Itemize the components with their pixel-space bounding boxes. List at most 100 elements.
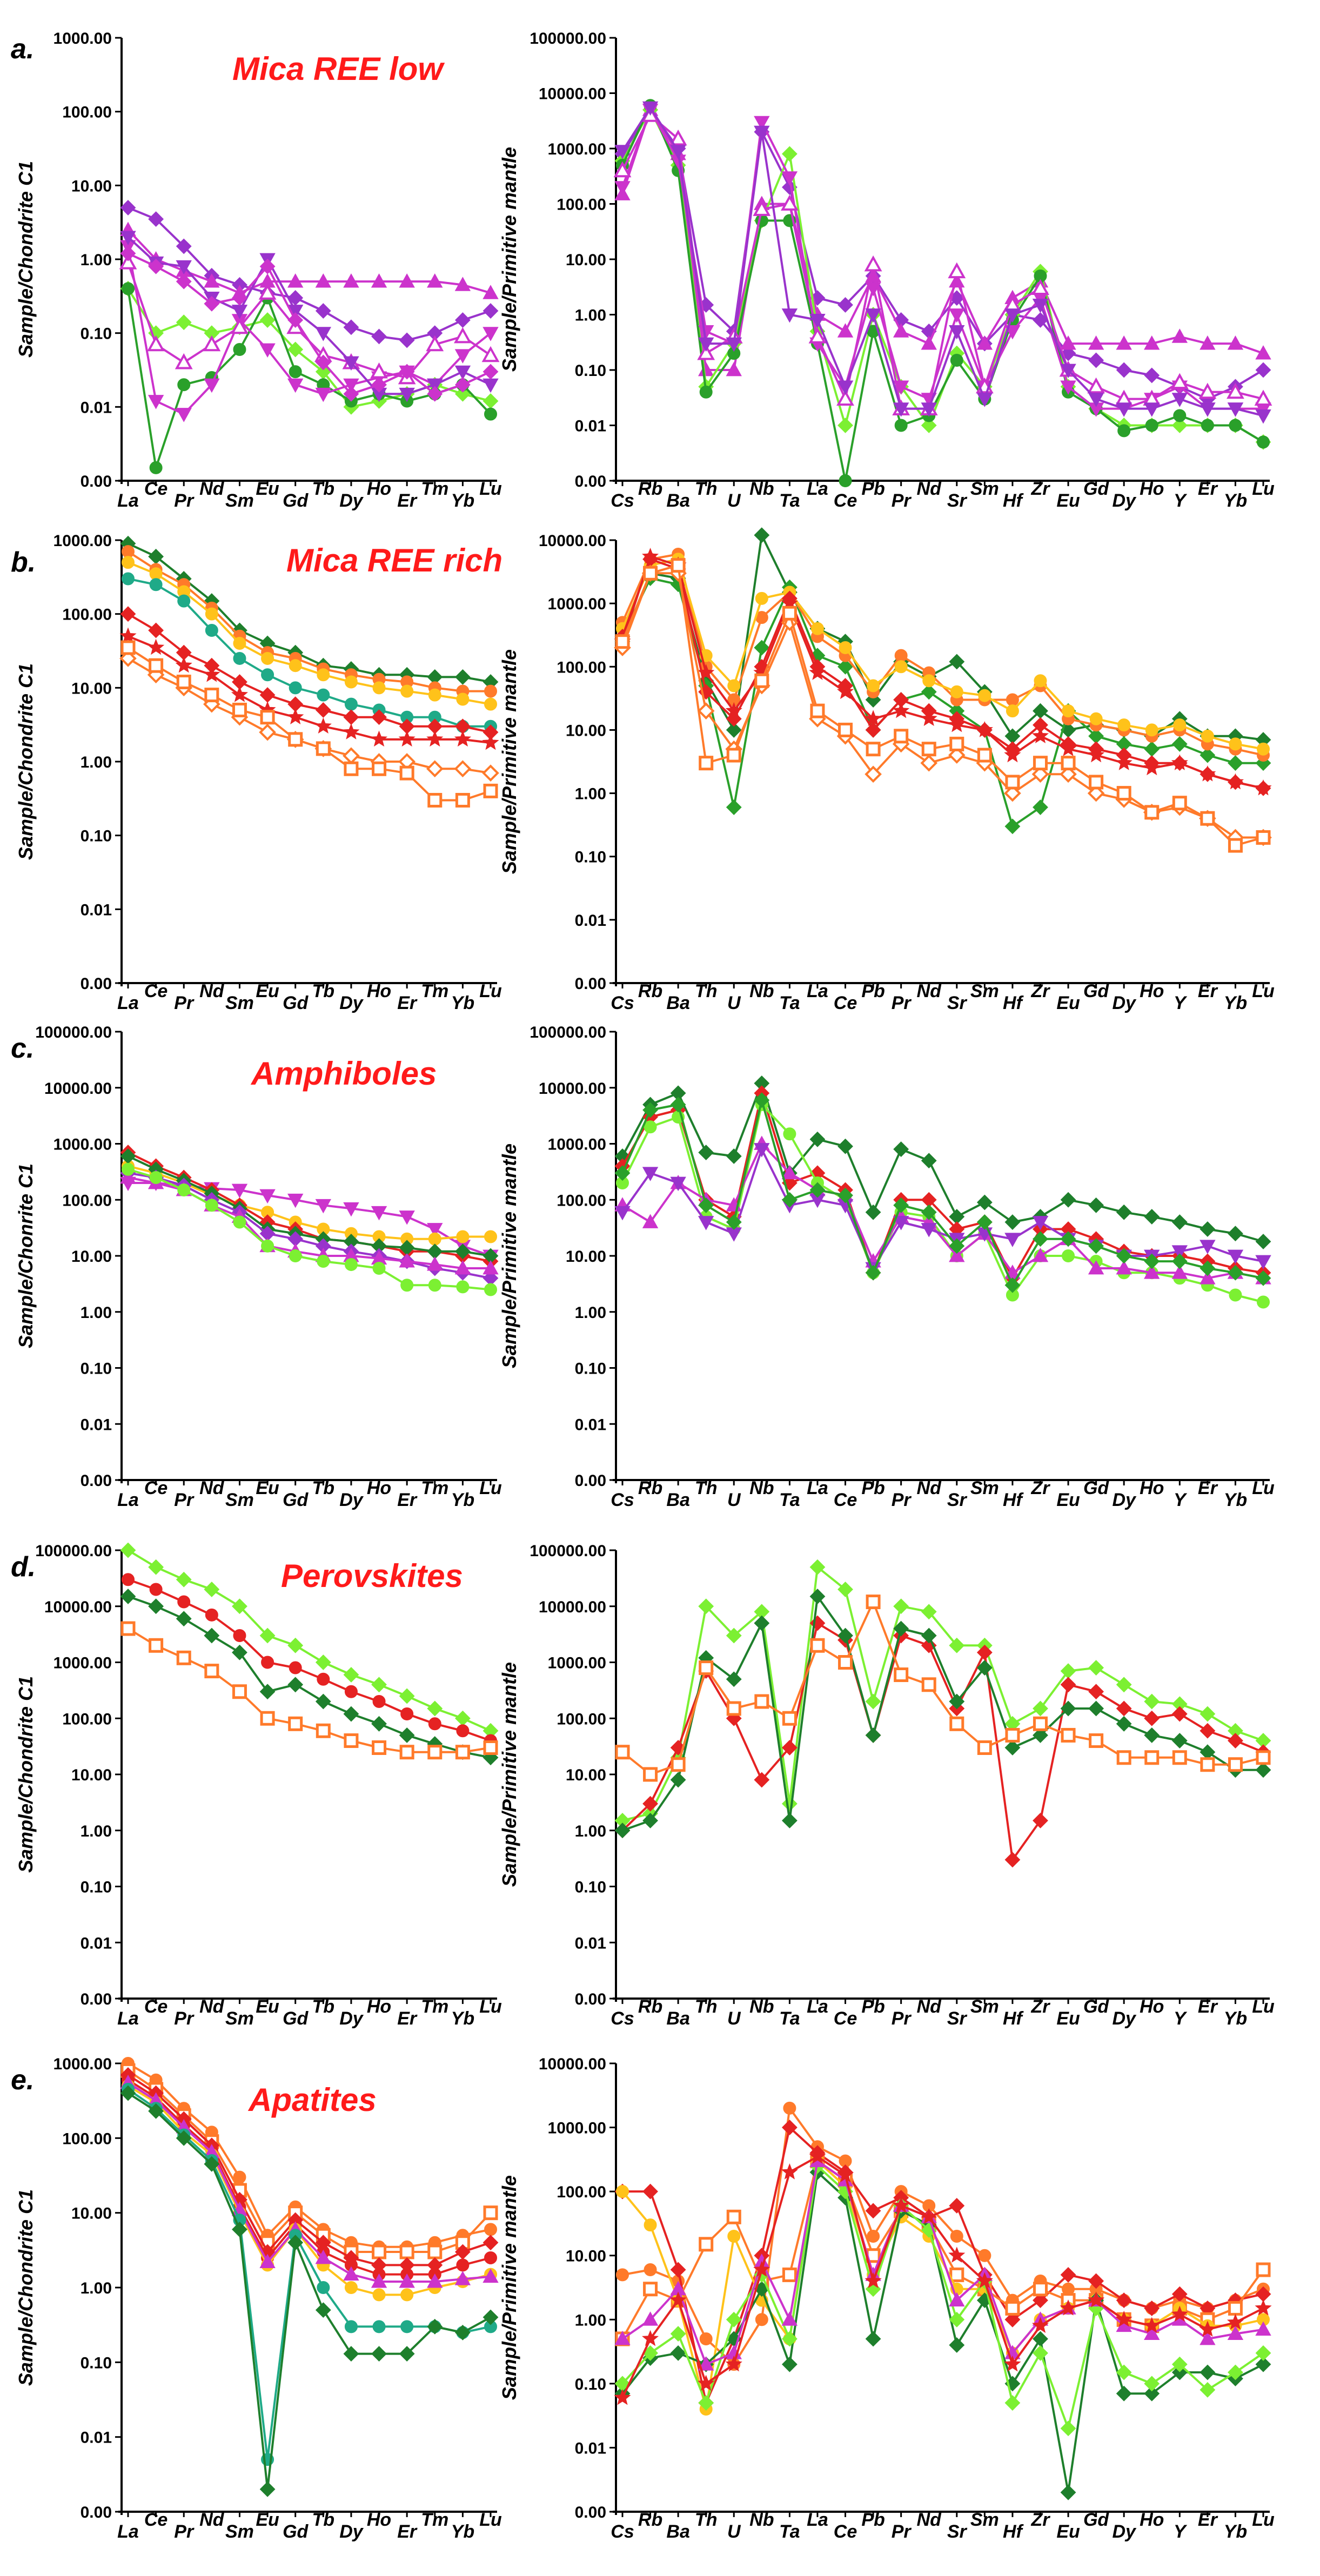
data-point <box>1144 1253 1160 1269</box>
data-point <box>428 1279 441 1292</box>
data-point <box>177 1183 191 1196</box>
y-axis-title: Sample/Chonrite C1 <box>15 1163 37 1348</box>
data-point <box>697 344 715 360</box>
data-point <box>454 1710 471 1726</box>
data-point <box>644 1120 657 1134</box>
data-point <box>1229 1288 1242 1302</box>
x-tick-label: Dy <box>1112 2008 1137 2029</box>
data-point <box>456 1724 470 1738</box>
data-point <box>1060 2420 1076 2437</box>
x-tick-label: Lu <box>479 2510 502 2530</box>
data-point <box>699 1660 714 1676</box>
y-tick-label: 1000.00 <box>53 1136 112 1154</box>
data-point <box>205 623 218 637</box>
data-point <box>614 2389 631 2405</box>
data-point <box>456 2258 470 2272</box>
y-tick-label: 0.01 <box>575 1416 606 1434</box>
data-point <box>1144 2376 1160 2392</box>
data-point <box>616 2268 629 2282</box>
data-point <box>809 1182 826 1198</box>
data-point <box>1004 325 1021 340</box>
chart-e-chondrite: 0.00 0.01 0.10 1.00 10.00 100.00 1000.00 Sample… <box>15 2055 502 2542</box>
series-d-chondrite-3 <box>120 1589 499 1766</box>
data-point <box>726 1701 741 1716</box>
data-point <box>343 723 360 739</box>
y-tick-label: 10000.00 <box>44 1080 112 1098</box>
data-point <box>1255 345 1271 360</box>
series-b-primitive-7 <box>614 564 1272 846</box>
data-point <box>344 697 358 711</box>
data-point <box>726 748 741 763</box>
data-point <box>287 312 304 328</box>
data-point <box>399 273 415 288</box>
data-point <box>1033 1813 1048 1828</box>
data-point <box>484 2223 497 2236</box>
x-tick-label: Ce <box>144 2510 167 2530</box>
data-point <box>920 754 938 772</box>
data-point <box>810 622 824 635</box>
data-point <box>1173 718 1187 732</box>
data-point <box>205 1199 218 1212</box>
data-point <box>782 606 797 621</box>
data-point <box>1227 2313 1244 2330</box>
data-point <box>644 2263 657 2277</box>
y-tick-label: 100.00 <box>62 1192 112 1209</box>
y-axis-title: Sample/Primitive mantle <box>498 147 520 372</box>
data-point <box>456 1230 470 1243</box>
data-point <box>1088 1684 1104 1700</box>
data-point <box>642 101 659 116</box>
y-tick-label: 100000.00 <box>35 1024 112 1041</box>
data-point <box>1033 1231 1048 1247</box>
data-point <box>204 1664 219 1679</box>
data-point <box>372 681 386 695</box>
y-tick-label: 0.01 <box>575 418 606 435</box>
y-tick-label: 1.00 <box>575 1304 606 1322</box>
data-point <box>726 1671 742 1687</box>
data-point <box>399 332 415 348</box>
data-point <box>427 2318 443 2335</box>
y-tick-label: 10.00 <box>71 680 112 697</box>
data-point <box>1171 2305 1188 2322</box>
x-tick-label: Th <box>695 1996 718 2017</box>
y-tick-label: 10.00 <box>566 722 606 739</box>
data-point <box>1004 1233 1021 1247</box>
y-tick-label: 1.00 <box>81 1822 112 1840</box>
series-d-primitive-2 <box>614 1615 1271 1868</box>
data-point <box>399 2273 415 2288</box>
x-tick-label: Rb <box>638 2510 662 2530</box>
data-point <box>1033 1700 1048 1717</box>
data-point <box>259 1684 276 1700</box>
data-point <box>1144 1265 1160 1279</box>
x-tick-label: Er <box>397 2521 418 2542</box>
data-point <box>615 1745 630 1760</box>
data-point <box>259 343 276 358</box>
x-tick-label: Cs <box>611 1490 634 1510</box>
data-point <box>949 2292 965 2306</box>
data-point <box>483 2309 499 2325</box>
x-tick-label: Zr <box>1030 1996 1050 2017</box>
chart-d-chondrite: 0.00 0.01 0.10 1.00 10.00 100.00 1000.00 10000.… <box>15 1542 502 2029</box>
x-tick-label: Cs <box>611 2008 634 2029</box>
data-point <box>1088 352 1104 368</box>
data-point <box>698 2375 715 2391</box>
data-point <box>642 1102 658 1118</box>
data-point <box>483 783 498 798</box>
data-point <box>697 702 715 719</box>
x-tick-label: Gd <box>1083 2510 1109 2530</box>
series-a-primitive-7 <box>614 101 1271 424</box>
data-point <box>781 2120 798 2135</box>
data-point <box>122 572 135 586</box>
x-tick-label: Sm <box>225 993 254 1013</box>
data-point <box>670 1176 686 1192</box>
x-tick-label: Cs <box>611 490 634 511</box>
data-point <box>893 323 909 338</box>
data-point <box>644 2218 657 2232</box>
x-tick-label: Ho <box>1140 981 1164 1001</box>
data-point <box>836 389 854 406</box>
x-tick-label: Tb <box>312 1996 335 2017</box>
data-point <box>810 703 825 718</box>
data-point <box>893 1197 909 1213</box>
series-e-chondrite-8 <box>120 2085 499 2497</box>
x-tick-label: Yb <box>451 490 474 511</box>
data-point <box>1060 2484 1076 2500</box>
